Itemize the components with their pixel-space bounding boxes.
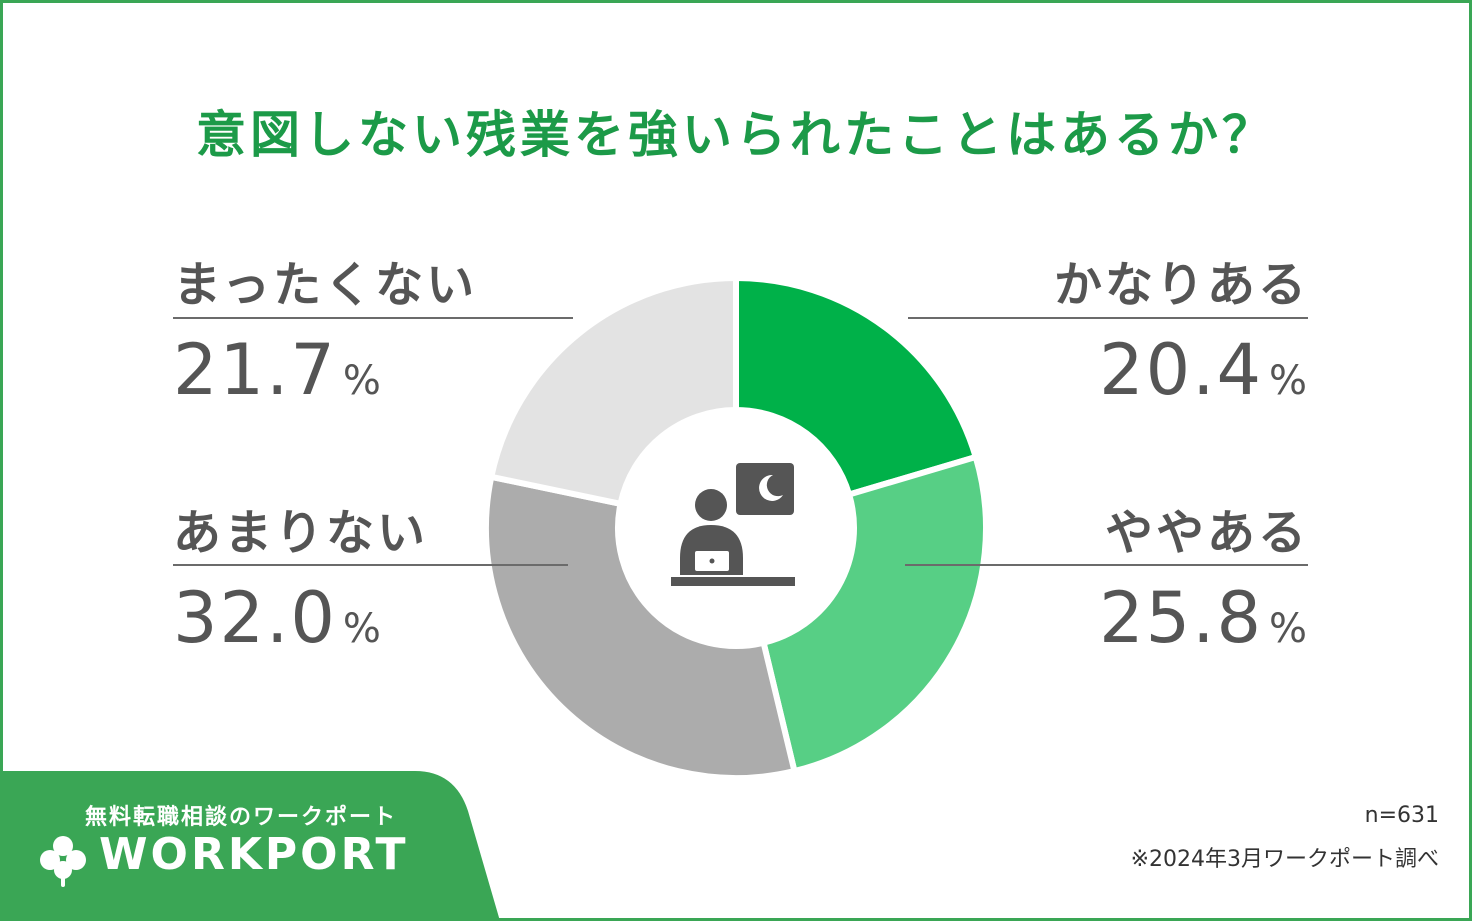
brand-logo-text: WORKPORT: [99, 829, 409, 880]
data-label-1: 20.4%: [1099, 329, 1309, 411]
donut-slice-1: [733, 274, 980, 499]
chart-title: 意図しない残業を強いられたことはあるか？: [196, 106, 1276, 164]
data-label-4: 21.7%: [173, 329, 383, 411]
leader-line-1: [908, 317, 1308, 319]
sample-size: n=631: [1364, 803, 1439, 828]
donut-slice-2: [759, 453, 989, 775]
person-working-at-night-icon: [671, 463, 795, 586]
data-label-2: 25.8%: [1099, 577, 1309, 659]
donut-slice-3: [483, 473, 799, 781]
legend-label-3: あまりない: [173, 505, 429, 561]
leader-line-3: [173, 564, 568, 566]
donut-chart: [483, 274, 989, 781]
leader-line-4: [173, 317, 573, 319]
legend-label-2: ややある: [1104, 505, 1309, 561]
brand-tagline: 無料転職相談のワークポート: [85, 805, 398, 830]
source-note: ※2024年3月ワークポート調べ: [1130, 847, 1439, 872]
legend-label-4: まったくない: [173, 257, 478, 313]
brand-block: [3, 771, 500, 918]
clover-logo-icon: [40, 836, 86, 887]
legend-label-1: かなりある: [1053, 257, 1309, 313]
leader-line-2: [905, 564, 1308, 566]
donut-slice-4: [487, 274, 739, 508]
data-label-3: 32.0%: [173, 577, 383, 659]
